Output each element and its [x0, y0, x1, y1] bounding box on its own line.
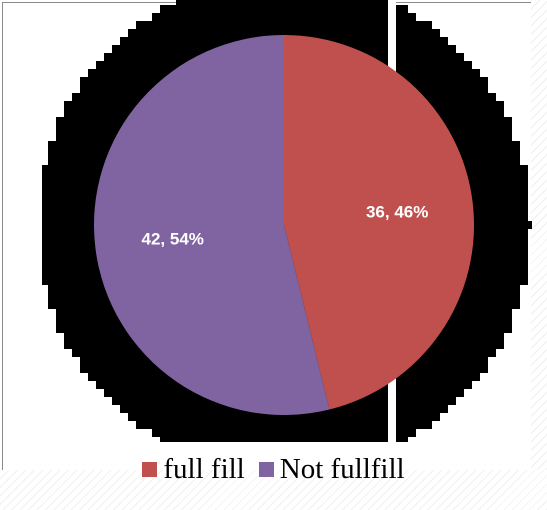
pie-slice-not-fullfill — [93, 35, 330, 416]
data-label-not-fullfill: 42, 54% — [142, 230, 204, 249]
background-hatch-bottom — [0, 470, 547, 510]
pie-slices — [93, 35, 474, 416]
data-label-full-fill: 36, 46% — [366, 202, 428, 221]
slice-labels: 36, 46% 42, 54% — [142, 202, 429, 248]
legend-label-not-fullfill: Not fullfill — [279, 452, 405, 485]
legend-item-not-fullfill: Not fullfill — [258, 452, 405, 486]
legend-item-full-fill: full fill — [142, 452, 245, 486]
legend-swatch-full-fill — [142, 461, 158, 477]
legend-swatch-not-fullfill — [258, 461, 274, 477]
background-hatch-right — [531, 0, 547, 510]
legend: full fill Not fullfill — [0, 449, 547, 489]
pie-slice-full-fill — [284, 35, 474, 410]
legend-label-full-fill: full fill — [163, 452, 245, 485]
